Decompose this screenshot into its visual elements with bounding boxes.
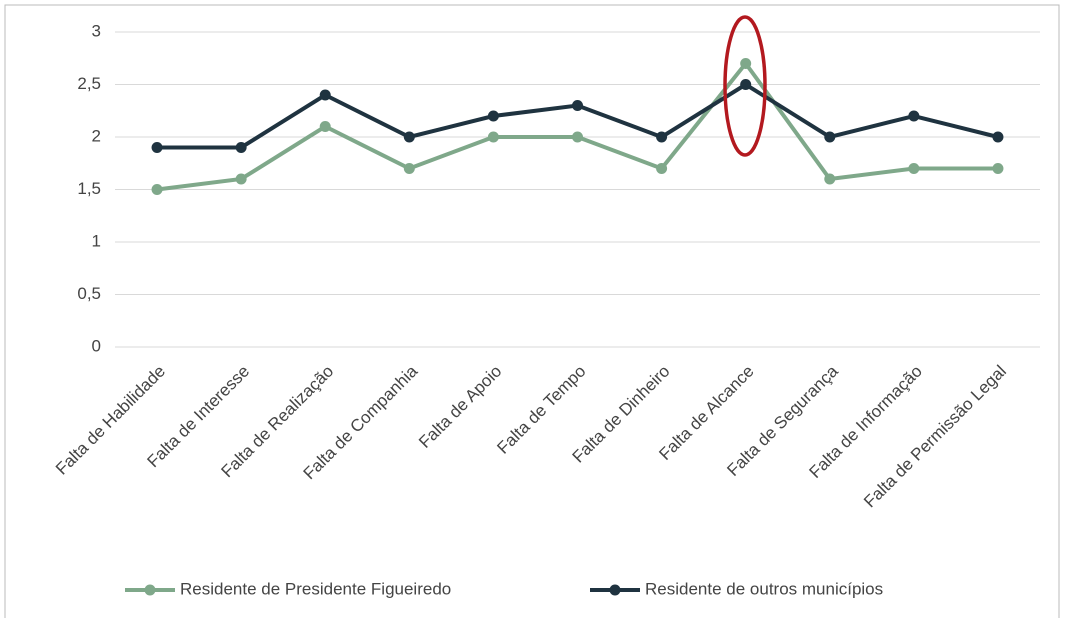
data-point	[992, 131, 1004, 143]
data-point	[487, 131, 499, 143]
data-point	[151, 142, 163, 153]
y-tick-label: 0	[92, 336, 101, 355]
y-tick-label: 2,5	[77, 74, 101, 93]
data-point	[824, 173, 836, 185]
data-point	[403, 163, 415, 174]
frame	[4, 4, 1060, 618]
data-point	[656, 131, 668, 143]
legend-marker	[144, 584, 156, 596]
y-tick-label: 1,5	[77, 179, 101, 198]
y-tick-label: 2	[92, 126, 101, 145]
data-point	[572, 131, 583, 143]
legend-label: Residente de Presidente Figueiredo	[180, 579, 451, 598]
data-point	[319, 89, 331, 101]
data-point	[487, 110, 499, 122]
data-point	[908, 110, 920, 122]
legend-marker	[609, 584, 621, 596]
data-point	[740, 58, 752, 69]
x-tick-label: Falta de Tempo	[493, 362, 589, 458]
legend-label: Residente de outros municípios	[645, 579, 883, 598]
data-point	[740, 79, 752, 90]
data-point	[824, 131, 836, 143]
y-tick-label: 3	[92, 21, 101, 40]
data-point	[992, 163, 1004, 174]
highlight-ellipse	[723, 15, 767, 157]
data-point	[403, 131, 415, 143]
x-tick-label: Falta de Permissão Legal	[860, 362, 1010, 512]
data-point	[235, 173, 247, 185]
data-point	[151, 184, 163, 195]
data-point	[319, 121, 331, 132]
data-point	[656, 163, 668, 174]
data-point	[572, 100, 583, 111]
y-tick-label: 0,5	[77, 284, 101, 303]
y-tick-label: 1	[92, 231, 101, 250]
data-point	[235, 142, 247, 153]
x-tick-label: Falta de Apoio	[415, 362, 505, 452]
data-point	[908, 163, 920, 174]
